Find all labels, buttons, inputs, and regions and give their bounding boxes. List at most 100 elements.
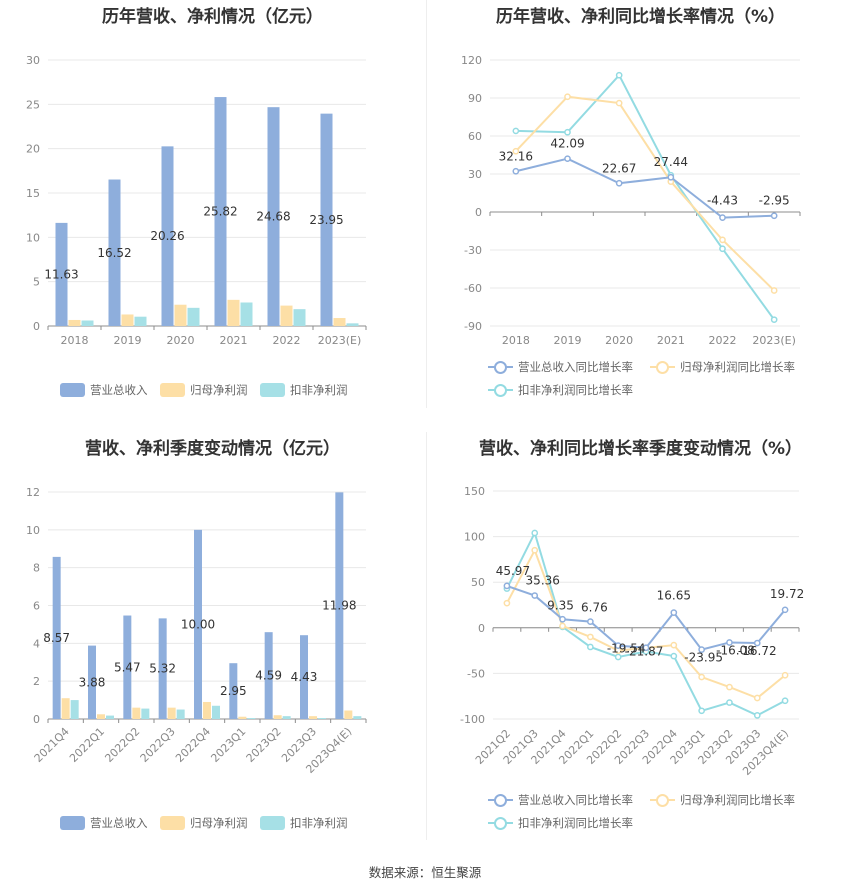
annual_bar-xtick: 2023(E) [318, 334, 362, 347]
legend-deducted-growth[interactable]: 扣非净利润同比增长率 [488, 382, 633, 398]
quarter_bar-xtick: 2022Q4 [173, 725, 213, 765]
annual_line-ytick: 120 [461, 54, 482, 67]
quarter_line-point-revenue-growth [642, 644, 650, 652]
annual_line-point-revenue-growth [512, 167, 520, 175]
quarter_bar-bar-net-profit [61, 698, 70, 719]
annual_bar-bar-net-profit [68, 319, 81, 326]
quarter_bar-bar-net-profit [97, 714, 105, 719]
quarter_bar-ytick: 2 [33, 675, 40, 688]
quarterly-growth-panel: 营收、净利同比增长率季度变动情况（%） -100 -50 0 50 100 150 45.9… [428, 432, 850, 862]
legend-q-net-profit[interactable]: 归母净利润 [160, 815, 248, 831]
data-source: 数据来源：恒生聚源 [368, 865, 482, 880]
annual_line-data-label: 42.09 [550, 137, 584, 151]
legend-net-profit[interactable]: 归母净利润 [160, 382, 248, 398]
annual_bar-data-label: 16.52 [97, 246, 131, 260]
annual_line-point-revenue-growth [667, 173, 675, 181]
annual_bar-ytick: 25 [26, 98, 40, 111]
annual_bar-data-label: 23.95 [309, 213, 343, 227]
legend-deducted-growth-label: 扣非净利润同比增长率 [518, 383, 633, 397]
legend-q-deducted-profit-swatch [260, 816, 285, 830]
quarter_bar-bar-deducted-profit [282, 716, 291, 719]
quarter_line-data-label: 6.76 [581, 601, 608, 615]
quarter_bar-bar-deducted-profit [318, 718, 326, 719]
quarter_line-line-deducted-growth [506, 530, 786, 717]
quarter_bar-data-label: 2.95 [220, 684, 247, 698]
quarter_bar-ytick: 12 [26, 486, 40, 499]
legend-net-growth-swatch [650, 360, 675, 374]
annual_line-point-revenue-growth [719, 214, 726, 221]
annual_line-data-label: -2.95 [759, 194, 790, 208]
quarter_line-point-deducted-growth [698, 707, 705, 715]
legend-net-growth[interactable]: 归母净利润同比增长率 [650, 359, 795, 375]
legend-q-revenue[interactable]: 营业总收入 [60, 815, 148, 831]
quarter_line-point-net-growth [781, 671, 789, 679]
annual_bar-bar-revenue [214, 97, 227, 326]
quarter_bar-bar-revenue [229, 663, 238, 719]
quarter_bar-data-label: 11.98 [322, 599, 356, 613]
quarter_bar-ytick: 10 [26, 524, 40, 537]
legend-revenue[interactable]: 营业总收入 [60, 382, 148, 398]
quarter_line-ytick: -100 [460, 713, 485, 726]
quarter_bar-bar-net-profit [203, 701, 211, 719]
quarter_bar-bar-deducted-profit [353, 716, 362, 719]
legend-revenue-growth[interactable]: 营业总收入同比增长率 [488, 359, 633, 375]
quarter_line-point-revenue-growth [559, 615, 566, 623]
annual_bar-bar-net-profit [280, 305, 293, 326]
annual_bar-data-label: 11.63 [44, 267, 78, 281]
annual-line-title: 历年营收、净利同比增长率情况（%） [495, 7, 786, 27]
quarter_bar-bar-revenue [123, 615, 132, 719]
quarter_line-point-revenue-growth [698, 646, 705, 653]
annual_line-line-deducted-growth [515, 73, 775, 321]
quarter_line-line-revenue-growth [506, 584, 786, 651]
annual_bar-data-label: 20.26 [150, 229, 184, 243]
quarter_line-point-net-growth [559, 622, 566, 630]
legend-q-net-growth-label: 归母净利润同比增长率 [680, 793, 795, 807]
annual_bar-ytick: 20 [26, 143, 40, 156]
annual_bar-xtick: 2020 [167, 334, 195, 347]
legend-q-revenue-growth[interactable]: 营业总收入同比增长率 [488, 792, 633, 808]
annual_bar-bar-net-profit [174, 304, 187, 326]
legend-q-revenue-label: 营业总收入 [90, 816, 148, 830]
quarter_bar-data-label: 4.43 [291, 670, 318, 684]
legend-revenue-swatch [60, 383, 85, 397]
legend-q-net-growth-swatch [650, 793, 675, 807]
annual_bar-ytick: 0 [33, 320, 40, 333]
quarter_line-data-label: -21.87 [625, 645, 664, 659]
legend-q-deducted-growth[interactable]: 扣非净利润同比增长率 [488, 815, 633, 831]
annual_line-xtick: 2018 [502, 334, 530, 347]
quarter_line-point-net-growth [587, 633, 594, 641]
quarter_bar-bar-revenue [264, 632, 273, 719]
legend-deducted-profit-swatch [260, 383, 285, 397]
quarter_line-ytick: 0 [478, 622, 485, 635]
quarter_bar-bar-net-profit [344, 710, 353, 719]
annual_bar-bar-revenue [267, 107, 280, 326]
legend-deducted-profit[interactable]: 扣非净利润 [260, 382, 348, 398]
annual_line-line-revenue-growth [515, 157, 775, 219]
annual_bar-bar-deducted-profit [134, 316, 147, 326]
divider-top [426, 0, 427, 408]
annual_line-point-deducted-growth [512, 127, 520, 135]
annual_bar-ytick: 15 [26, 187, 40, 200]
annual_line-ytick: 30 [468, 168, 482, 181]
quarter_bar-xtick: 2023Q2 [244, 725, 284, 765]
quarter-bar-title: 营收、净利季度变动情况（亿元） [85, 439, 340, 459]
quarter_line-data-label: 9.35 [547, 598, 574, 612]
quarter_line-point-revenue-growth [587, 618, 594, 625]
quarter_line-point-deducted-growth [531, 529, 539, 537]
quarter_line-point-net-growth [670, 641, 678, 649]
legend-q-net-growth[interactable]: 归母净利润同比增长率 [650, 792, 795, 808]
legend-net-growth-label: 归母净利润同比增长率 [680, 360, 795, 374]
annual_line-xtick: 2019 [554, 334, 582, 347]
quarter_bar-ytick: 6 [33, 600, 40, 613]
quarter_line-ytick: -50 [467, 667, 485, 680]
annual_line-ytick: 60 [468, 130, 482, 143]
legend-q-deducted-profit[interactable]: 扣非净利润 [260, 815, 348, 831]
annual_bar-bar-deducted-profit [240, 302, 253, 326]
annual_line-point-net-growth [719, 236, 726, 244]
annual_line-point-net-growth [770, 287, 778, 294]
quarter_bar-bar-net-profit [132, 707, 141, 719]
legend-revenue-growth-swatch [488, 360, 513, 374]
annual_line-ytick: -90 [464, 320, 482, 333]
annual_line-ytick: -30 [464, 244, 482, 257]
quarter_line-point-revenue-growth [503, 582, 511, 590]
